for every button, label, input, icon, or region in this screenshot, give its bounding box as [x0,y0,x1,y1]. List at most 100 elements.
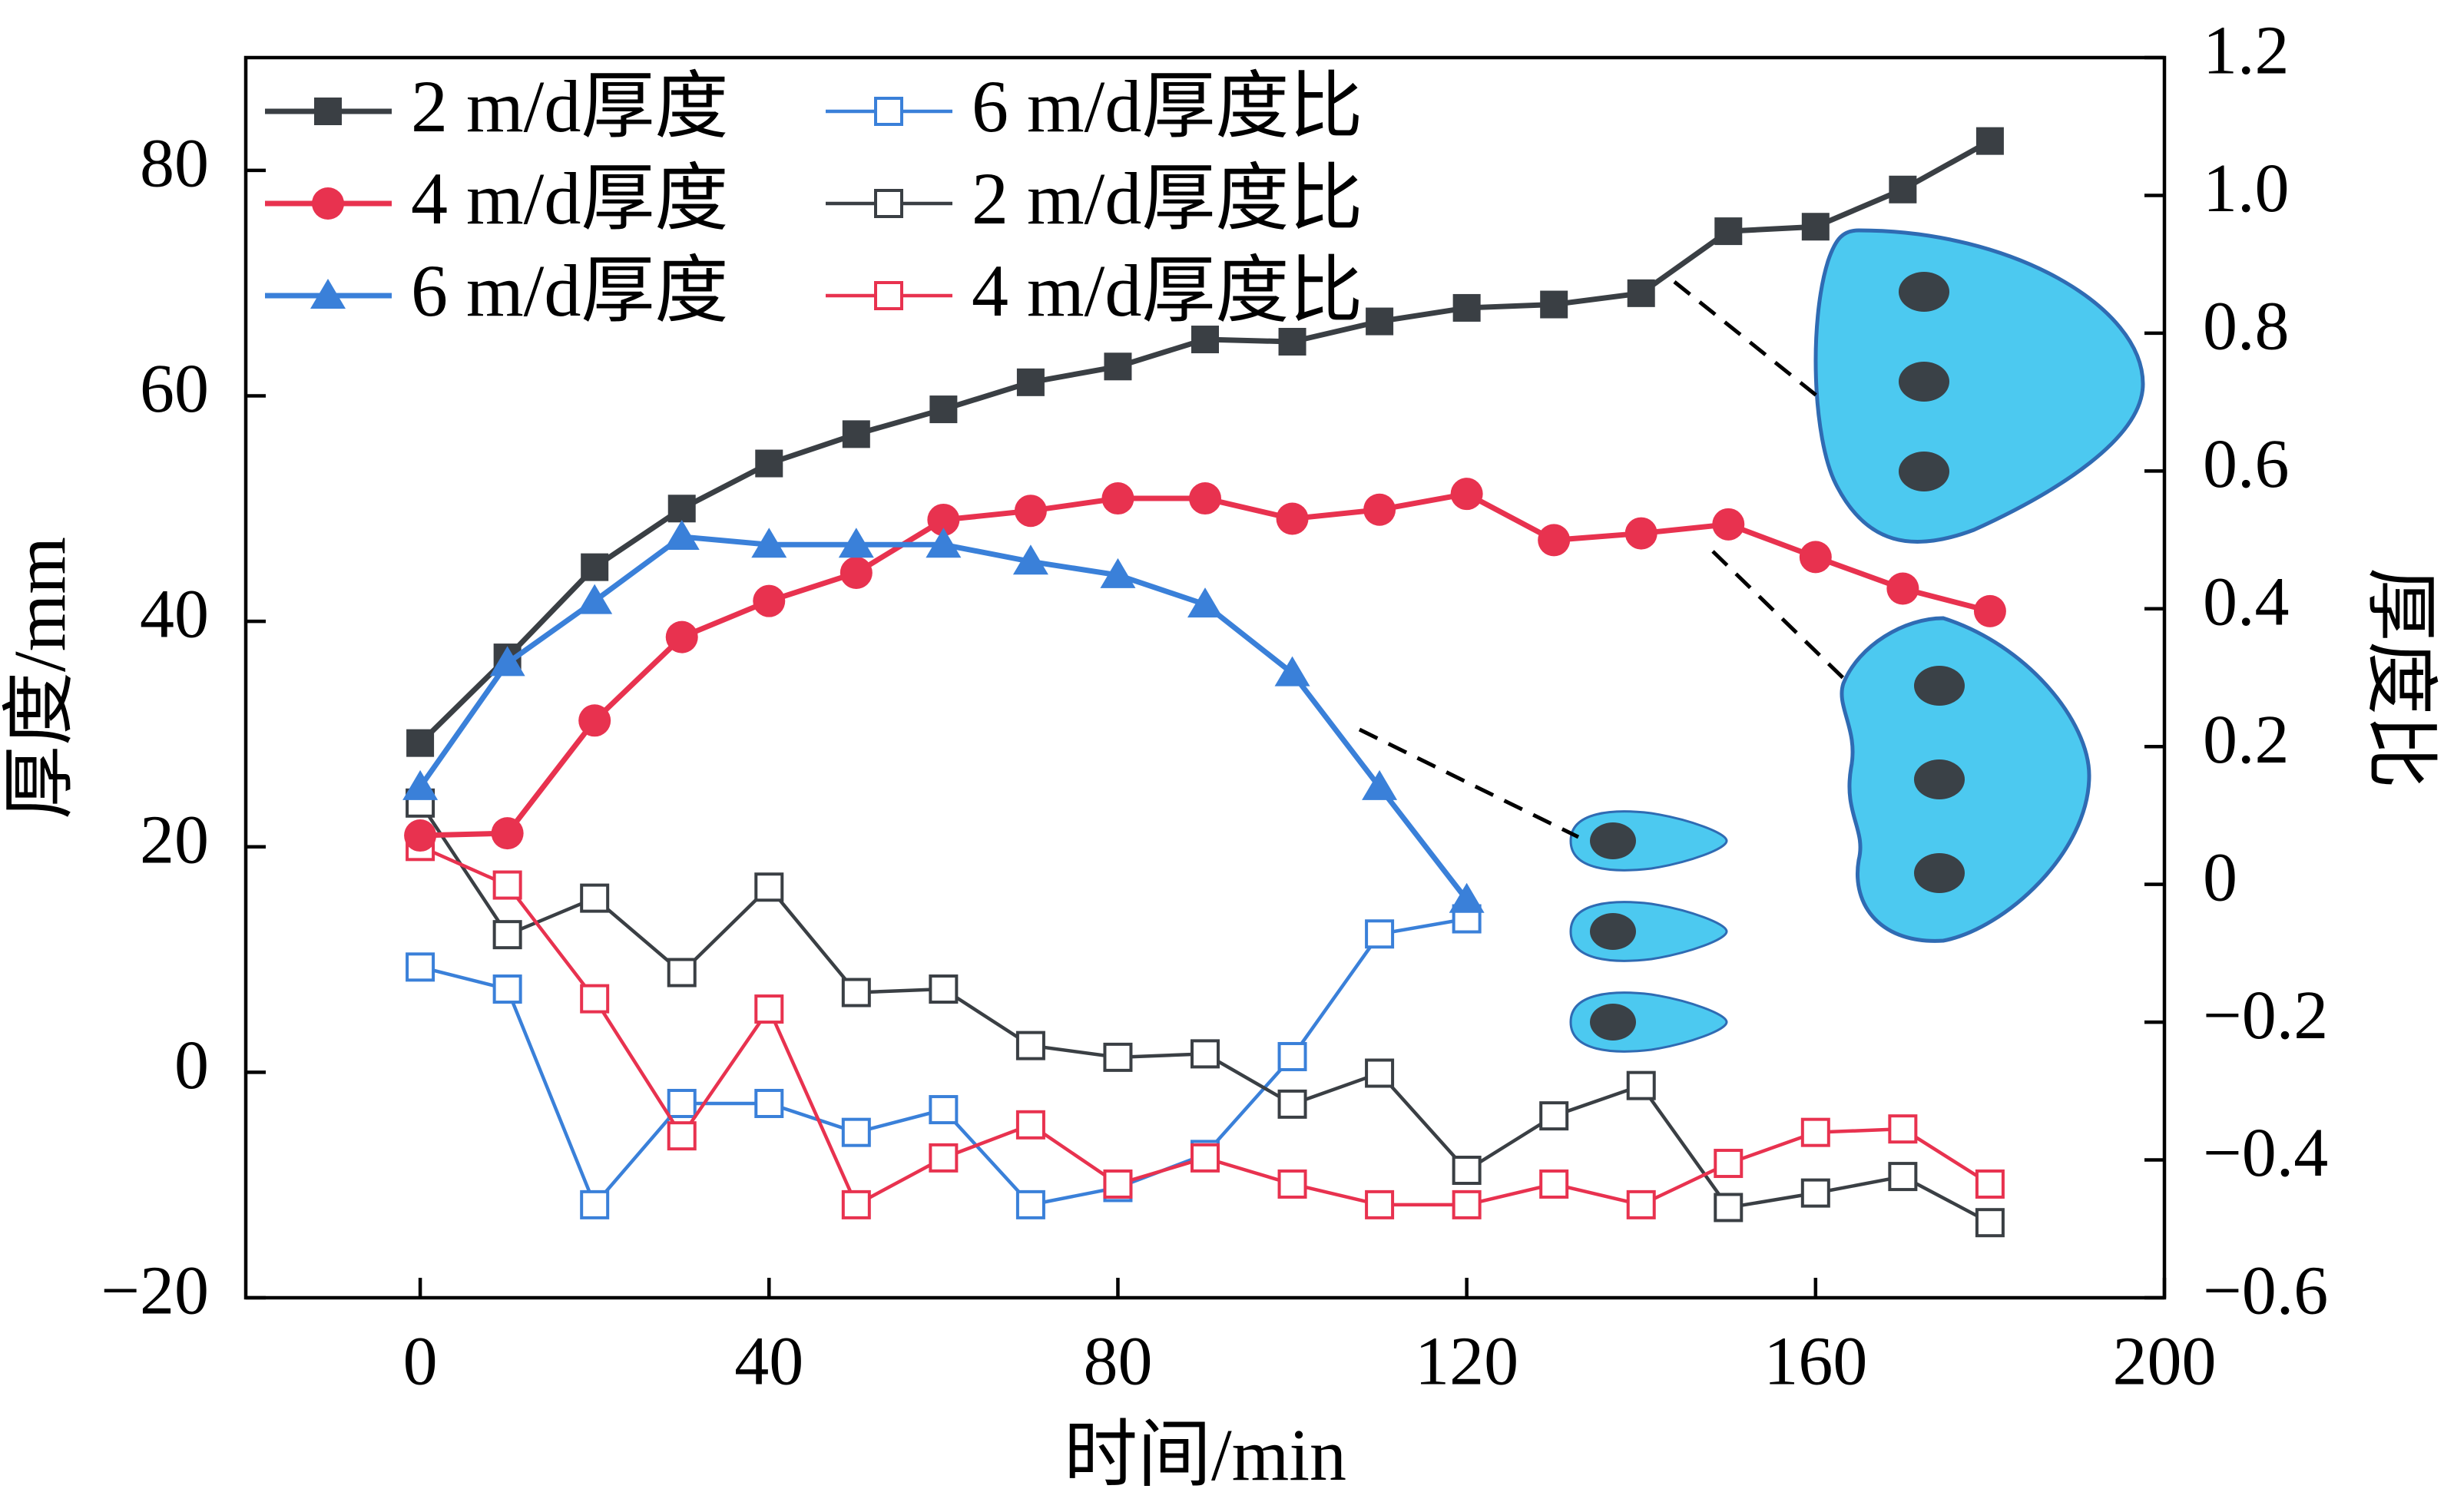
legend-item: 2 m/d厚度比 [826,157,1363,240]
y-right-tick-label: 0.6 [2203,426,2290,502]
data-point [492,974,522,1004]
data-point [580,1189,610,1219]
data-point [1187,587,1223,618]
y-right-tick-label: −0.4 [2203,1115,2328,1191]
series-2 m/d厚度 [406,127,2004,757]
data-point [1801,213,1830,241]
data-point [1015,1031,1045,1060]
data-point [1278,327,1306,356]
data-point [842,420,870,448]
hole-2 [1899,362,1949,402]
y-right-tick-label: −0.2 [2203,978,2328,1054]
y-left-tick-label: 0 [174,1027,209,1103]
x-tick-label: 0 [403,1324,438,1400]
hole-2 [1914,759,1965,799]
series-layer [402,127,2006,1238]
data-point [492,920,522,950]
data-point [1799,541,1832,574]
data-point [929,974,959,1004]
data-point [1277,1169,1307,1199]
data-point [491,817,524,850]
y-right-tick-label: 0.4 [2203,564,2290,640]
y-right-tick-label: −0.6 [2203,1253,2328,1329]
x-tick-label: 40 [734,1324,803,1400]
data-point [580,883,610,913]
legend-item: 4 m/d厚度比 [826,250,1363,332]
y-left-tick-label: 20 [140,802,209,878]
data-point [754,872,784,902]
legend-marker [314,98,342,125]
series-line [418,534,1469,902]
data-point [1540,290,1568,319]
data-point [1362,769,1398,800]
legend-marker [310,279,346,309]
data-point [755,449,783,478]
data-point [1012,544,1048,575]
data-point [1449,882,1485,913]
legend-label: 4 m/d厚度比 [972,250,1363,332]
data-point [927,503,960,536]
legend-label: 4 m/d厚度 [411,157,728,240]
x-tick-label: 200 [2113,1324,2217,1400]
leader-line [1358,727,1580,839]
data-point [1714,217,1743,246]
data-point [1015,1189,1045,1219]
data-point [1103,1042,1133,1072]
data-point [1277,1041,1307,1071]
data-point [1888,1114,1918,1144]
data-point [1274,656,1310,687]
data-point [1191,1039,1220,1069]
data-point [1191,1143,1220,1173]
cross-section-medium [1840,616,2091,943]
data-point [929,1143,959,1173]
hole-1 [1590,822,1636,859]
data-point [1100,557,1136,588]
data-point [406,729,435,757]
series-line [420,491,1991,839]
x-axis-title: 时间/min [1064,1414,1346,1496]
axes-layer: 0 40 80 120 160 200 −20 0 20 40 60 80 −0.6 −0.4 −0.2 0 0… [0,13,2442,1496]
leader-line [1711,550,1849,683]
data-point [1539,1101,1569,1131]
data-point [580,984,610,1014]
y-right-axis-title: 厚度比 [2360,567,2442,789]
cross-section-large [1813,228,2145,544]
data-point [1626,1070,1656,1100]
legend-marker [874,281,903,310]
legend-item: 2 m/d厚度 [265,65,728,147]
data-point [1800,1178,1830,1208]
data-point [1800,1117,1830,1147]
data-point [1365,1058,1395,1088]
series-4 m/d厚度比 [406,832,2005,1219]
data-point [838,528,874,558]
series-4 m/d厚度 [404,478,2006,852]
data-point [1712,508,1745,541]
hole-1 [1914,666,1965,706]
data-point [1277,1089,1307,1119]
legend-item: 6 m/d厚度比 [826,65,1363,147]
series-6 m/d厚度 [402,519,1485,913]
data-point [1365,919,1395,949]
data-point [402,769,439,800]
data-point [667,1088,697,1118]
data-point [404,819,437,852]
hole-3 [1914,853,1965,893]
data-point [1538,524,1571,557]
data-point [492,870,522,900]
y-left-tick-label: −20 [101,1253,209,1329]
data-point [665,620,698,653]
data-point [1975,127,2004,155]
data-point [1103,1169,1133,1199]
data-point [1886,572,1919,605]
plot-frame [243,55,2167,1300]
data-point [1191,326,1219,354]
data-point [1539,1169,1569,1199]
data-point [664,519,700,550]
y-right-tick-label: 0.2 [2203,702,2290,778]
data-point [489,646,525,677]
data-point [1104,352,1132,381]
data-point [1973,594,2006,627]
y-left-axis-title: 厚度/mm [0,537,81,819]
data-point [1626,1189,1656,1219]
y-left-tick-label: 80 [140,125,209,201]
